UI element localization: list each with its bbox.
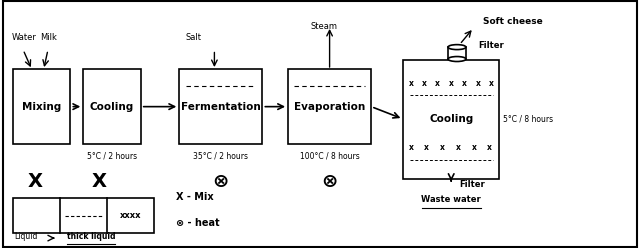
Text: x: x bbox=[422, 79, 427, 88]
Text: thick liquid: thick liquid bbox=[67, 232, 116, 241]
Text: Soft cheese: Soft cheese bbox=[483, 17, 543, 26]
Text: 100°C / 8 hours: 100°C / 8 hours bbox=[300, 152, 360, 161]
Bar bbox=[13, 198, 154, 233]
Text: x: x bbox=[435, 79, 440, 88]
Text: ⊗: ⊗ bbox=[212, 172, 229, 190]
Bar bbox=[83, 69, 141, 144]
Text: Evaporation: Evaporation bbox=[294, 102, 365, 112]
Ellipse shape bbox=[448, 57, 466, 62]
Text: x: x bbox=[408, 143, 413, 152]
Text: x: x bbox=[440, 143, 445, 152]
Bar bbox=[403, 60, 499, 179]
Text: x: x bbox=[489, 79, 494, 88]
Bar bbox=[179, 69, 262, 144]
Text: Filter: Filter bbox=[460, 180, 485, 189]
Text: x: x bbox=[456, 143, 461, 152]
Text: x: x bbox=[449, 79, 454, 88]
Text: Mixing: Mixing bbox=[22, 102, 61, 112]
Text: x: x bbox=[472, 143, 476, 152]
Text: xxxx: xxxx bbox=[120, 211, 141, 220]
Text: Water: Water bbox=[12, 33, 36, 42]
Text: Salt: Salt bbox=[186, 33, 202, 42]
Text: x: x bbox=[424, 143, 429, 152]
Text: X: X bbox=[92, 172, 107, 190]
Bar bbox=[13, 69, 70, 144]
Text: Steam: Steam bbox=[310, 22, 337, 31]
Text: 5°C / 2 hours: 5°C / 2 hours bbox=[87, 152, 137, 161]
Text: X: X bbox=[28, 172, 43, 190]
Text: Cooling: Cooling bbox=[429, 114, 474, 124]
Text: Fermentation: Fermentation bbox=[181, 102, 260, 112]
Text: X - Mix: X - Mix bbox=[176, 192, 214, 202]
Text: Filter: Filter bbox=[479, 41, 504, 50]
Text: ⊗: ⊗ bbox=[321, 172, 338, 190]
Text: 5°C / 8 hours: 5°C / 8 hours bbox=[503, 115, 553, 124]
Text: Milk: Milk bbox=[40, 33, 56, 42]
Ellipse shape bbox=[448, 45, 466, 50]
Text: x: x bbox=[476, 79, 481, 88]
Text: 35°C / 2 hours: 35°C / 2 hours bbox=[193, 152, 248, 161]
Bar bbox=[448, 47, 466, 59]
Text: Waste water: Waste water bbox=[421, 195, 481, 204]
Text: x: x bbox=[487, 143, 492, 152]
Text: x: x bbox=[462, 79, 467, 88]
Bar bbox=[288, 69, 371, 144]
Text: ⊗ - heat: ⊗ - heat bbox=[176, 218, 220, 228]
Text: Liquid: Liquid bbox=[14, 232, 38, 241]
Text: Cooling: Cooling bbox=[90, 102, 134, 112]
Text: x: x bbox=[408, 79, 413, 88]
